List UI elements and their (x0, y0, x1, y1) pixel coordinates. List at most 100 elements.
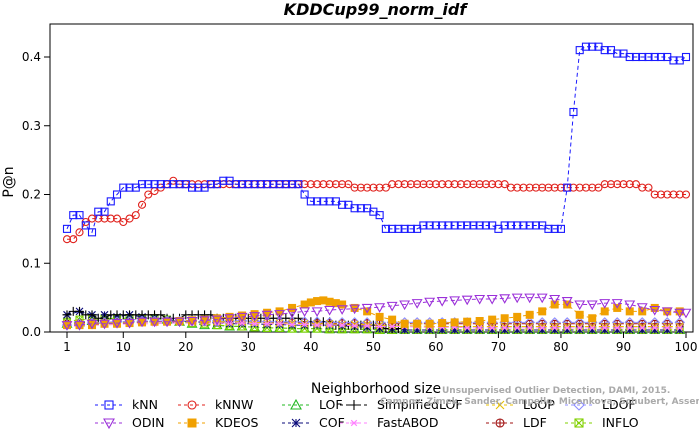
data-point-fastabod (676, 325, 684, 331)
data-point-fastabod (488, 325, 496, 331)
legend-label: LoOP (523, 397, 555, 412)
data-point-knn (681, 52, 691, 62)
data-point-loop (663, 322, 672, 331)
data-point-knnw (531, 183, 540, 192)
data-point-knn (219, 176, 228, 185)
data-point-fastabod (276, 320, 284, 327)
legend-label: SimplifiedLOF (377, 397, 463, 412)
data-point-knnw (388, 180, 397, 189)
data-point-knn (269, 180, 278, 189)
data-point-knn (75, 211, 84, 220)
data-point-knnw (644, 183, 653, 192)
data-point-loop (375, 321, 384, 330)
legend-marker (290, 398, 302, 410)
data-point-fastabod (563, 325, 571, 331)
data-point-cof (638, 326, 647, 334)
data-point-cof (588, 326, 597, 334)
data-point-loop (250, 318, 259, 327)
credit-line-1: Unsupervised Outlier Detection, DAMI, 20… (442, 386, 670, 396)
data-point-knnw (125, 214, 134, 223)
data-point-kdeos (600, 307, 609, 316)
data-point-loop (613, 322, 622, 331)
data-point-knn (650, 52, 659, 62)
data-point-knn (325, 197, 334, 206)
data-point-knnw (463, 180, 472, 189)
data-point-loop (525, 322, 534, 331)
data-point-knnw (356, 183, 365, 192)
data-point-knn (256, 180, 265, 189)
data-point-loop (650, 322, 659, 331)
data-point-knn (356, 204, 365, 213)
series-knn (62, 42, 691, 237)
data-point-kdeos (575, 310, 584, 319)
legend-item-fastabod: FastABOD (340, 415, 439, 430)
data-point-odin (536, 293, 548, 304)
data-point-knn (156, 180, 165, 189)
data-point-knn (338, 200, 347, 209)
data-point-knn (569, 107, 578, 117)
data-point-odin (86, 319, 98, 330)
data-point-knn (563, 183, 572, 192)
data-point-knnw (500, 180, 509, 189)
y-tick-label: 0.0 (22, 325, 41, 339)
data-point-knnw (363, 183, 372, 192)
data-point-knn (350, 204, 359, 213)
data-point-knn (194, 183, 203, 192)
series-line-knn (66, 46, 687, 234)
data-point-knnw (413, 180, 422, 189)
data-point-odin (461, 295, 473, 306)
data-point-knn (425, 221, 434, 230)
data-point-loop (350, 320, 359, 329)
data-point-knnw (394, 180, 403, 189)
data-point-fastabod (526, 325, 534, 331)
data-point-knnw (319, 180, 328, 189)
data-point-odin (349, 304, 361, 315)
data-point-odin (274, 310, 286, 320)
data-point-fastabod (263, 320, 271, 327)
data-point-knnw (656, 190, 666, 199)
data-point-knnw (675, 190, 684, 199)
data-point-loop (625, 322, 634, 331)
legend-marker (187, 418, 197, 428)
data-point-kdeos (525, 310, 534, 319)
data-point-knn (444, 221, 453, 230)
data-point-kdeos (338, 300, 347, 309)
data-point-knnw (681, 190, 691, 199)
data-point-knn (463, 221, 472, 230)
data-point-knn (481, 221, 490, 230)
data-point-knnw (613, 180, 622, 189)
data-point-knn (469, 221, 478, 230)
data-point-knn (631, 52, 641, 62)
data-point-knn (319, 197, 328, 206)
data-point-kdeos (475, 317, 484, 325)
data-point-odin (524, 293, 536, 304)
data-point-knn (162, 180, 172, 189)
data-point-kdeos (450, 318, 459, 327)
data-point-knn (106, 197, 115, 206)
data-point-cof (538, 326, 547, 334)
legend-label: KDEOS (215, 415, 259, 430)
data-point-knnw (550, 183, 559, 192)
data-point-knnw (625, 180, 634, 189)
data-point-knnw (313, 180, 322, 189)
data-point-odin (324, 305, 336, 316)
data-point-knnw (469, 180, 478, 189)
data-point-odin (124, 319, 135, 329)
data-point-loop (313, 319, 321, 328)
data-point-odin (499, 294, 511, 304)
data-point-fastabod (501, 325, 509, 331)
data-point-odin (436, 297, 448, 307)
data-point-fastabod (363, 322, 371, 329)
data-point-odin (411, 299, 423, 309)
data-point-cof (475, 326, 484, 334)
legend-label: LOF (319, 397, 343, 412)
legend-label: kNN (132, 397, 158, 412)
data-point-loop (638, 322, 647, 331)
data-point-knn (381, 224, 390, 233)
plot-frame (49, 23, 694, 333)
data-point-knn (244, 180, 253, 189)
data-point-cof (488, 326, 497, 334)
data-point-fastabod (538, 325, 546, 331)
data-point-fastabod (638, 325, 646, 331)
data-point-cof (675, 326, 684, 334)
